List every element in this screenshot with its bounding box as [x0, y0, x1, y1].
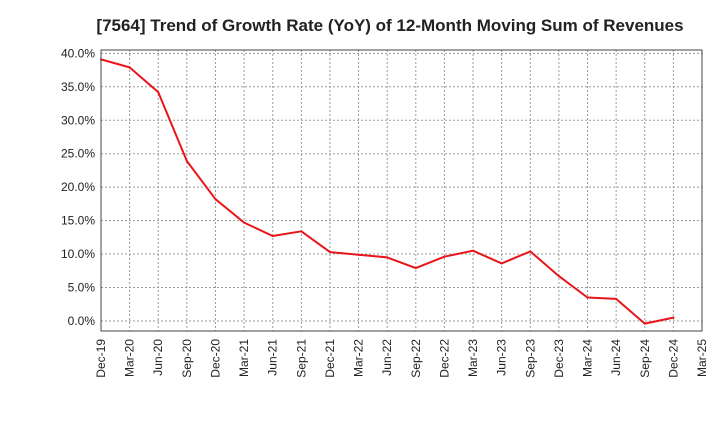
plot-frame [100, 49, 703, 332]
data-point [672, 316, 675, 319]
x-tick-label: Mar-20 [123, 339, 137, 377]
data-point [357, 253, 360, 256]
y-tick-label: 25.0% [61, 147, 95, 161]
data-point [529, 250, 532, 253]
data-point [557, 275, 560, 278]
x-tick-label: Jun-20 [151, 339, 165, 376]
x-tick-label: Dec-24 [666, 339, 680, 378]
y-tick-label: 30.0% [61, 113, 95, 127]
y-tick-label: 10.0% [61, 247, 95, 261]
y-tick-label: 40.0% [61, 46, 95, 60]
x-tick-label: Dec-20 [208, 339, 222, 378]
data-point [271, 234, 274, 237]
data-point [472, 249, 475, 252]
x-tick-label: Mar-21 [237, 339, 251, 377]
axis-layer: 0.0% 5.0% 10.0% 15.0% 20.0% 25.0% 30.0% 35.0% 40… [61, 46, 709, 377]
x-tick-label: Dec-23 [552, 339, 566, 378]
data-point [615, 297, 618, 300]
data-point [643, 322, 646, 325]
data-point [414, 267, 417, 270]
x-tick-label: Sep-24 [638, 339, 652, 378]
data-point [586, 296, 589, 299]
chart-title: [7564] Trend of Growth Rate (YoY) of 12-… [96, 16, 683, 35]
data-point [214, 198, 217, 201]
x-tick-label: Sep-22 [409, 339, 423, 378]
x-tick-label: Mar-23 [466, 339, 480, 377]
data-point [243, 221, 246, 224]
y-tick-label: 5.0% [68, 281, 96, 295]
y-tick-label: 15.0% [61, 214, 95, 228]
x-tick-label: Dec-21 [323, 339, 337, 378]
x-tick-label: Sep-20 [180, 339, 194, 378]
data-point [500, 262, 503, 265]
grid-layer [100, 50, 703, 331]
x-tick-label: Sep-21 [294, 339, 308, 378]
x-tick-label: Dec-19 [94, 339, 108, 378]
x-tick-label: Jun-22 [380, 339, 394, 376]
data-point [157, 91, 160, 94]
data-point [328, 251, 331, 254]
data-point [443, 255, 446, 258]
data-point [300, 230, 303, 233]
x-tick-label: Dec-22 [437, 339, 451, 378]
x-tick-label: Mar-22 [352, 339, 366, 377]
x-tick-label: Jun-24 [609, 339, 623, 376]
x-tick-label: Jun-21 [266, 339, 280, 376]
y-tick-label: 0.0% [68, 314, 96, 328]
data-point [185, 160, 188, 163]
x-tick-label: Mar-24 [581, 339, 595, 377]
x-tick-label: Sep-23 [523, 339, 537, 378]
data-point [128, 66, 131, 69]
data-point [386, 256, 389, 259]
x-tick-label: Mar-25 [695, 339, 709, 377]
x-tick-label: Jun-23 [495, 339, 509, 376]
y-tick-label: 20.0% [61, 180, 95, 194]
y-tick-label: 35.0% [61, 80, 95, 94]
